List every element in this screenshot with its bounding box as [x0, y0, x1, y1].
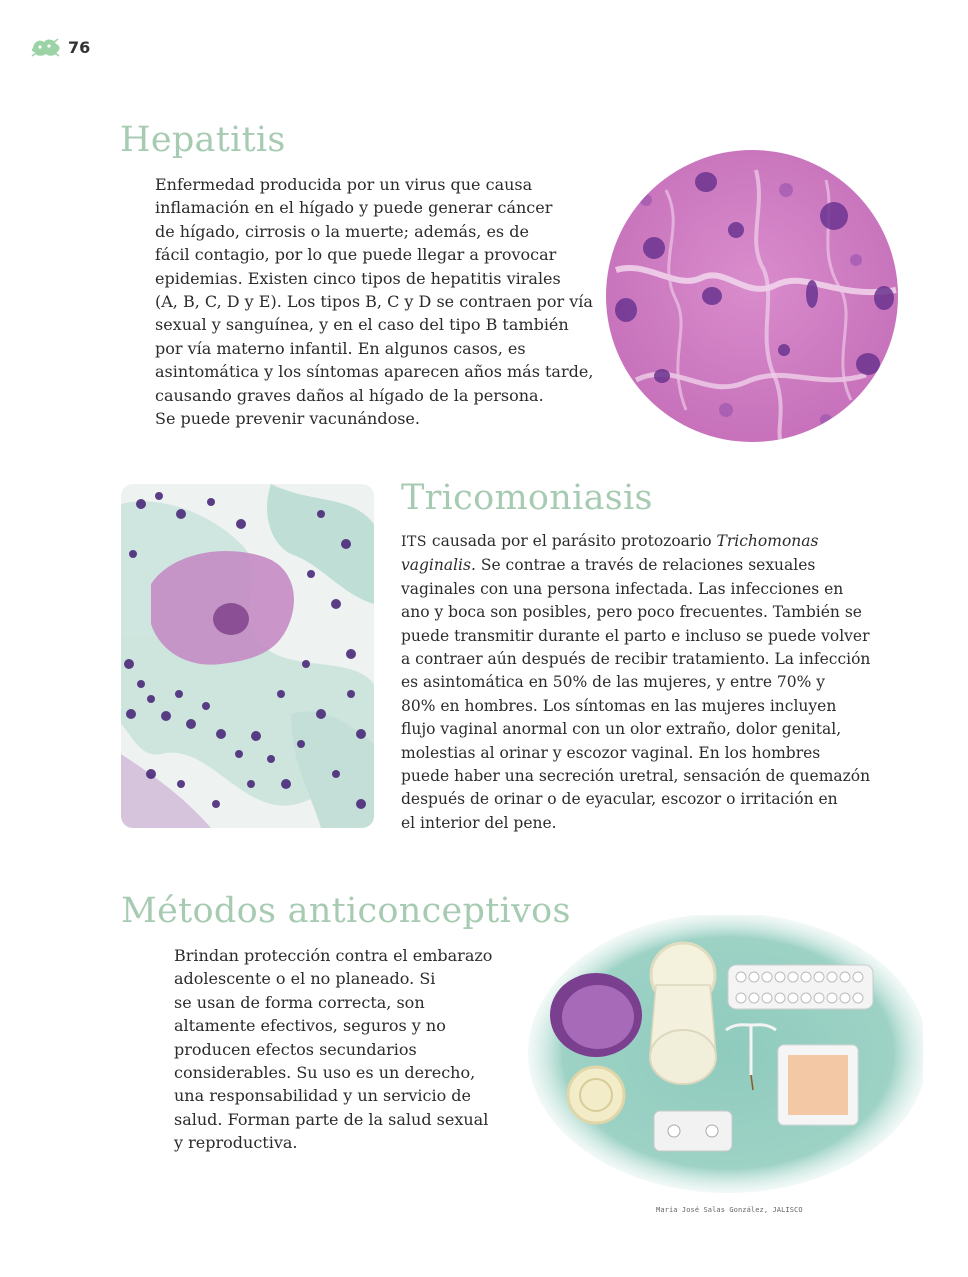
text-line: es asintomática en 50% de las mujeres, y…	[401, 673, 826, 692]
metodos-paragraph: Brindan protección contra el embarazo ad…	[174, 944, 492, 1155]
text-line: altamente efectivos, seguros y no	[174, 1016, 446, 1036]
its-abbr: ITS	[401, 534, 427, 550]
text-line: sexual y sanguínea, y en el caso del tip…	[155, 315, 569, 335]
text-line: fácil contagio, por lo que puede llegar …	[155, 245, 557, 265]
text-line: 80% en hombres. Los síntomas en las muje…	[401, 696, 837, 715]
page-number: 76	[68, 37, 91, 57]
text-line: Se puede prevenir vacunándose.	[155, 409, 420, 429]
text-line: puede haber una secreción uretral, sensa…	[401, 767, 871, 786]
text-line: ITS causada por el parásito protozoario …	[401, 530, 870, 554]
text-line: por vía materno infantil. En algunos cas…	[155, 338, 526, 358]
text-line: considerables. Su uso es un derecho,	[174, 1063, 476, 1083]
text-line: salud. Forman parte de la salud sexual	[174, 1109, 489, 1129]
text-line: de hígado, cirrosis o la muerte; además,…	[155, 221, 529, 241]
emergency-pill-icon	[653, 1110, 733, 1152]
species-name: Trichomonas	[716, 532, 819, 550]
tricomoniasis-title: Tricomoniasis	[401, 478, 653, 518]
illustration-credit: María José Salas González, JALISCO	[656, 1206, 803, 1214]
text-line: flujo vaginal anormal con un olor extrañ…	[401, 720, 842, 739]
text-line: una responsabilidad y un servicio de	[174, 1086, 472, 1106]
green-leaf-badge-icon	[31, 38, 60, 57]
text-line: Enfermedad producida por un virus que ca…	[155, 175, 533, 194]
text-line: adolescente o el no planeado. Si	[174, 969, 436, 989]
text-run: Se contrae a través de relaciones sexual…	[475, 556, 816, 575]
text-line: el interior del pene.	[401, 813, 557, 832]
text-line: epidemias. Existen cinco tipos de hepati…	[155, 268, 561, 288]
contraceptive-methods-illustration	[528, 913, 928, 1193]
diaphragm-icon	[550, 973, 642, 1057]
text-line: (A, B, C, D y E). Los tipos B, C y D se …	[155, 292, 593, 312]
text-line: se usan de forma correcta, son	[174, 992, 425, 1012]
tricomoniasis-paragraph: ITS causada por el parásito protozoario …	[401, 530, 870, 835]
pill-pack-icon	[727, 964, 874, 1010]
iud-icon	[725, 1023, 777, 1091]
patch-icon	[777, 1044, 859, 1126]
text-line: causando graves daños al hígado de la pe…	[155, 385, 544, 405]
text-run: causada por el parásito protozoario	[426, 532, 717, 550]
hepatitis-paragraph: Enfermedad producida por un virus que ca…	[155, 173, 593, 430]
condom-icon	[649, 941, 717, 1085]
text-line: y reproductiva.	[174, 1133, 298, 1153]
species-name: vaginalis.	[401, 556, 476, 575]
trichomonas-cell-micrograph	[121, 484, 374, 828]
metodos-title: Métodos anticonceptivos	[121, 891, 571, 931]
text-line: Brindan protección contra el embarazo	[174, 946, 493, 965]
page-header: 76	[30, 36, 90, 58]
text-line: vaginalis. Se contrae a través de relaci…	[401, 554, 870, 577]
text-line: asintomática y los síntomas aparecen año…	[155, 362, 594, 382]
liver-tissue-micrograph	[606, 150, 898, 442]
text-line: inflamación en el hígado y puede generar…	[155, 198, 553, 218]
text-line: producen efectos secundarios	[174, 1039, 417, 1059]
text-line: a contraer aún después de recibir tratam…	[401, 650, 871, 669]
text-line: vaginales con una persona infectada. Las…	[401, 579, 844, 598]
text-line: molestias al orinar y escozor vaginal. E…	[401, 743, 821, 762]
text-line: puede transmitir durante el parto e incl…	[401, 626, 870, 645]
text-line: después de orinar o de eyacular, escozor…	[401, 790, 838, 809]
text-line: ano y boca son posibles, pero poco frecu…	[401, 603, 862, 622]
hepatitis-title: Hepatitis	[120, 120, 286, 160]
female-condom-icon	[566, 1065, 626, 1125]
